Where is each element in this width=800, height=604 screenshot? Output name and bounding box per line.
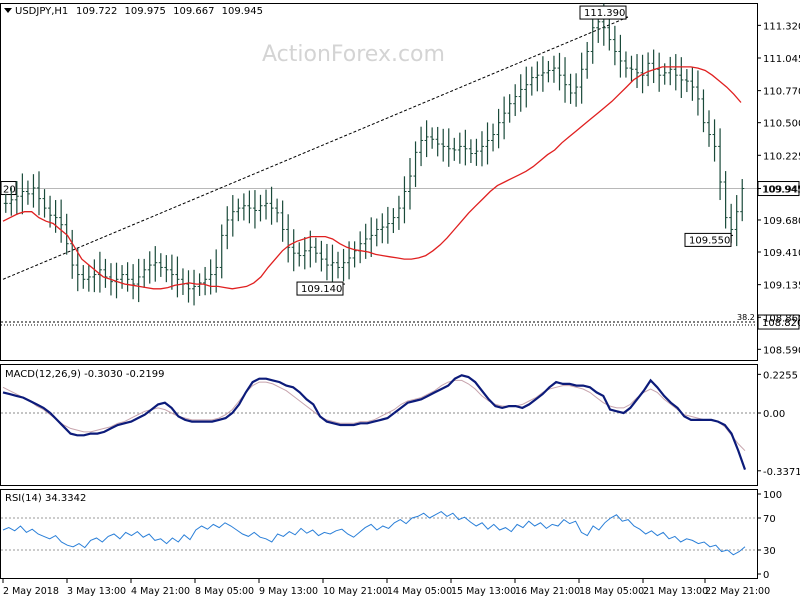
x-tick-label: 18 May 05:00 — [579, 586, 644, 597]
x-tick-label: 2 May 2018 — [3, 586, 59, 597]
x-tick-label: 21 May 13:00 — [643, 586, 708, 597]
ma-layer — [2, 66, 742, 290]
ohlc-open: 109.722 — [76, 6, 117, 17]
price-tick-label: 108.590 — [763, 345, 800, 356]
price-annotations: 111.390 109.140 109.550 — [296, 5, 733, 296]
current-price-label: 109.945 — [762, 185, 800, 196]
price-tick-label: 110.500 — [763, 119, 800, 130]
macd-layer — [2, 374, 747, 470]
x-tick-label: 9 May 13:00 — [259, 586, 318, 597]
macd-tick-label: 0.00 — [763, 409, 785, 420]
macd-signal-line — [2, 379, 746, 452]
price-tick-label: 109.680 — [763, 216, 800, 227]
price-tick-label: 110.225 — [763, 151, 800, 162]
chart-title: USDJPY,H1 — [15, 6, 68, 17]
macd-main-line — [2, 374, 747, 470]
price-annotation-label: 109.140 — [301, 284, 342, 295]
price-tick-label: 108.860 — [763, 313, 800, 324]
fib-level-label: 38.2 — [737, 313, 755, 322]
x-tick-label: 3 May 13:00 — [67, 586, 126, 597]
trendline-layer — [2, 16, 629, 280]
price-tick-label: 111.320 — [763, 21, 800, 32]
rsi-line — [2, 510, 746, 556]
moving-average-line — [2, 66, 742, 290]
price-tick-label: 110.770 — [763, 87, 800, 98]
trendline — [2, 16, 629, 280]
price-annotation-label: 109.550 — [689, 235, 730, 246]
price-annotation-box — [296, 281, 344, 296]
price-tick-label: 111.045 — [763, 54, 800, 65]
macd-tick-label: 0.2255 — [763, 370, 798, 381]
rsi-tick-label: 100 — [763, 490, 782, 501]
macd-axis: 0.2255 0.00 -0.3371 — [1, 370, 800, 478]
price-axis: 111.320 111.045 110.770 110.500 110.225 109.9… — [757, 21, 800, 356]
rsi-layer — [2, 510, 746, 556]
rsi-pane-frame — [0, 489, 758, 579]
price-grid: 109.945 38.2 108.820 20 — [0, 181, 800, 330]
left-edge-box — [0, 181, 17, 196]
x-tick-label: 15 May 13:00 — [451, 586, 516, 597]
svg-text:109.722 109.975 10: 109.722 109.975 109.667 109.945 — [76, 6, 263, 17]
price-annotation-label: 111.390 — [584, 8, 625, 19]
x-axis: 2 May 2018 3 May 13:00 4 May 21:00 8 May 05… — [2, 579, 770, 597]
x-tick-label: 22 May 21:00 — [705, 586, 770, 597]
ohlc-close: 109.945 — [222, 6, 263, 17]
macd-tick-label: -0.3371 — [763, 467, 800, 478]
level-label: 108.820 — [762, 318, 800, 329]
x-tick-label: 10 May 21:00 — [323, 586, 388, 597]
ohlc-high: 109.975 — [125, 6, 166, 17]
macd-title: MACD(12,26,9) -0.3030 -0.2199 — [5, 369, 165, 380]
price-tick-label: 109.135 — [763, 281, 800, 292]
price-annotation-box — [684, 232, 732, 247]
rsi-tick-label: 30 — [763, 546, 776, 557]
x-tick-label: 8 May 05:00 — [195, 586, 254, 597]
rsi-axis: 100 70 30 0 — [1, 490, 782, 581]
level-box — [757, 314, 800, 330]
rsi-tick-label: 70 — [763, 514, 776, 525]
price-annotation-box — [579, 5, 627, 20]
x-tick-label: 4 May 21:00 — [131, 586, 190, 597]
macd-pane-frame — [0, 364, 758, 486]
rsi-title: RSI(14) 34.3342 — [5, 493, 86, 504]
watermark: ActionForex.com — [262, 42, 445, 67]
x-tick-label: 14 May 05:00 — [387, 586, 452, 597]
price-tick-label: 109.945 — [763, 185, 800, 196]
candles — [3, 3, 745, 306]
x-tick-label: 16 May 21:00 — [515, 586, 580, 597]
price-tick-label: 109.410 — [763, 248, 800, 259]
ohlc-low: 109.667 — [173, 6, 214, 17]
symbol-dropdown-icon[interactable] — [4, 8, 12, 13]
left-edge-label: 20 — [3, 185, 16, 196]
rsi-tick-label: 0 — [763, 570, 769, 581]
